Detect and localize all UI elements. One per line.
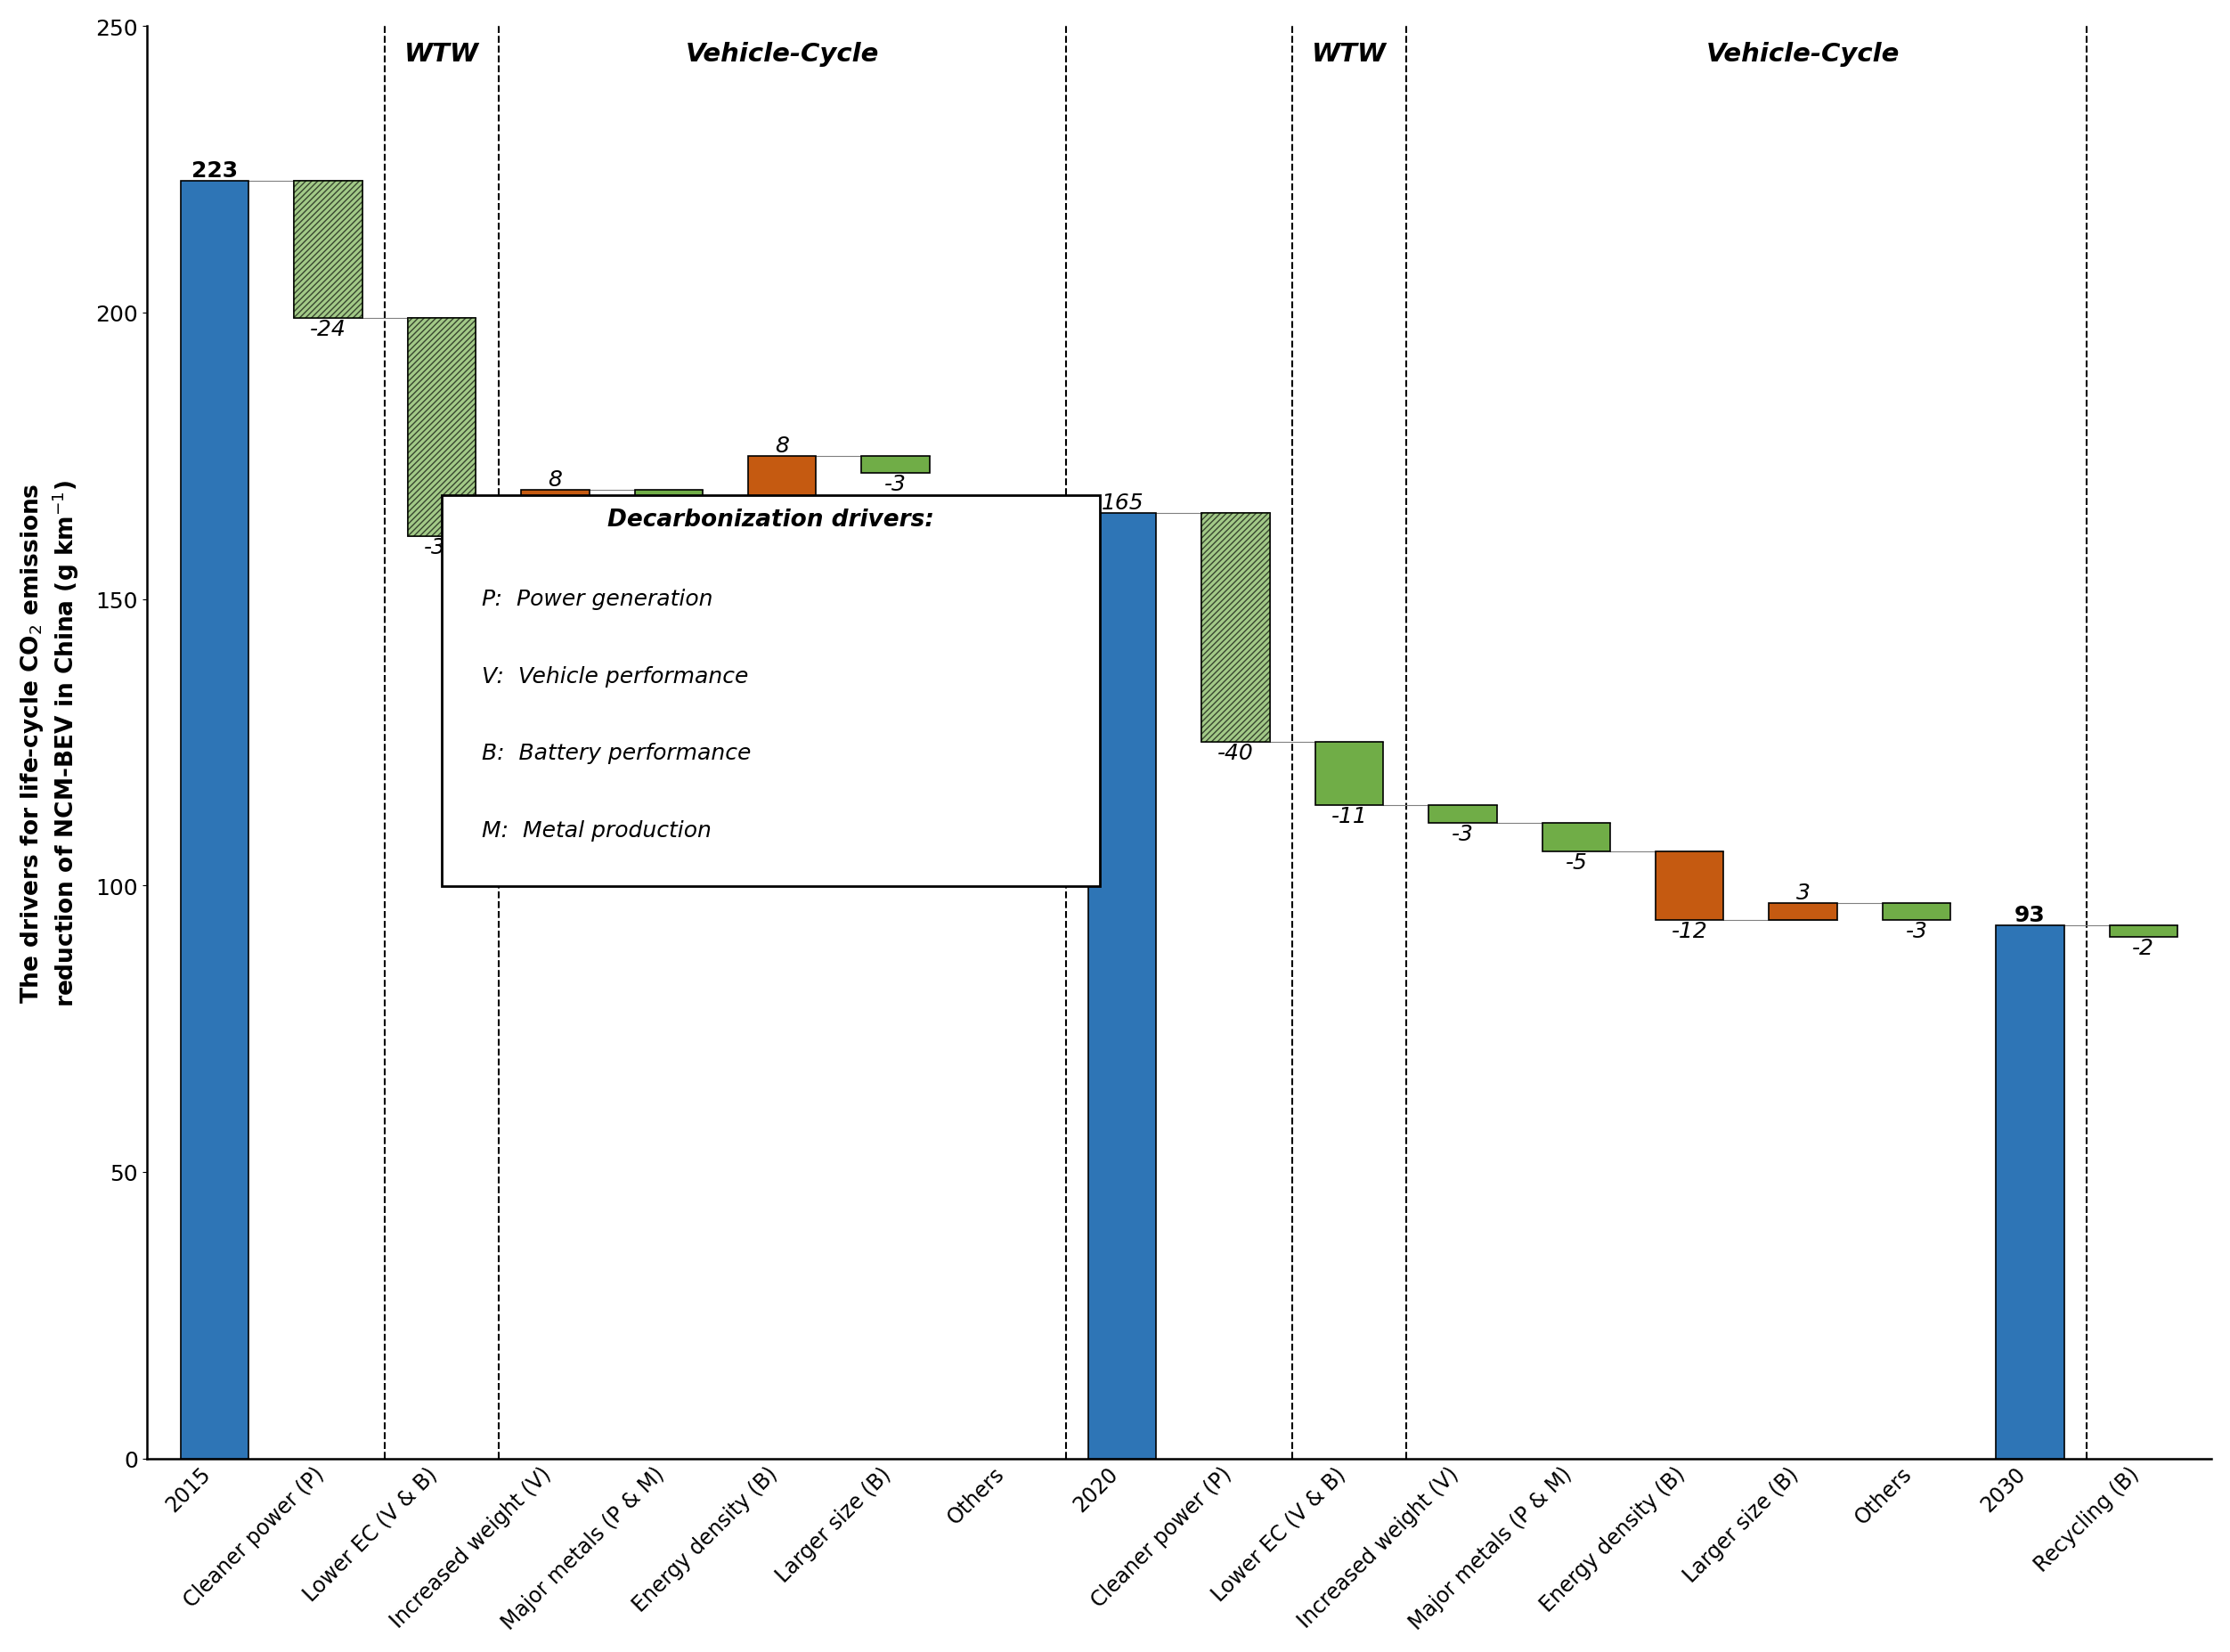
Y-axis label: The drivers for life-cycle CO$_2$ emissions
reduction of NCM-BEV in China (g km$: The drivers for life-cycle CO$_2$ emissi…	[18, 479, 80, 1006]
Text: P:  Power generation: P: Power generation	[482, 588, 714, 610]
Text: Vehicle-Cycle: Vehicle-Cycle	[685, 43, 879, 68]
Text: -38: -38	[424, 537, 459, 558]
Text: M:  Metal production: M: Metal production	[482, 819, 711, 841]
Text: Decarbonization drivers:: Decarbonization drivers:	[607, 507, 934, 532]
Text: Vehicle-Cycle: Vehicle-Cycle	[1706, 43, 1900, 68]
Text: -12: -12	[1672, 920, 1708, 942]
Bar	[1316, 743, 1383, 806]
Text: WTW: WTW	[404, 43, 479, 68]
Text: -5: -5	[1565, 851, 1588, 872]
Text: 223: 223	[192, 160, 239, 182]
Bar	[408, 319, 475, 537]
Text: -40: -40	[1218, 743, 1253, 765]
Text: WTW: WTW	[1311, 43, 1387, 68]
Bar	[181, 182, 250, 1459]
Bar	[1202, 514, 1269, 743]
Bar	[636, 491, 702, 502]
Text: -3: -3	[1452, 823, 1474, 844]
Text: 3: 3	[1795, 882, 1811, 904]
Text: -3: -3	[885, 474, 908, 496]
Bar	[294, 182, 361, 319]
Text: -24: -24	[310, 319, 346, 340]
Bar	[522, 491, 589, 537]
Text: -2: -2	[2132, 937, 2154, 958]
Text: 8: 8	[549, 469, 562, 491]
Bar	[1655, 851, 1724, 920]
Text: 8: 8	[776, 434, 789, 456]
Bar	[747, 456, 816, 502]
Bar	[1088, 514, 1157, 1459]
Bar	[408, 319, 475, 537]
Text: -2: -2	[658, 502, 680, 524]
Bar	[1882, 904, 1951, 920]
Text: V:  Vehicle performance: V: Vehicle performance	[482, 666, 747, 687]
Bar	[1202, 514, 1269, 743]
Bar	[294, 182, 361, 319]
Bar	[1768, 904, 1838, 920]
FancyBboxPatch shape	[442, 496, 1099, 887]
Bar	[1543, 823, 1610, 851]
Bar	[1996, 927, 2065, 1459]
Text: 165: 165	[1102, 492, 1144, 514]
Text: -11: -11	[1331, 806, 1367, 828]
Text: -3: -3	[1904, 920, 1927, 942]
Bar	[1429, 806, 1496, 823]
Text: B:  Battery performance: B: Battery performance	[482, 743, 752, 765]
Bar	[861, 456, 930, 474]
Bar	[2110, 927, 2176, 937]
Text: 93: 93	[2014, 905, 2045, 927]
